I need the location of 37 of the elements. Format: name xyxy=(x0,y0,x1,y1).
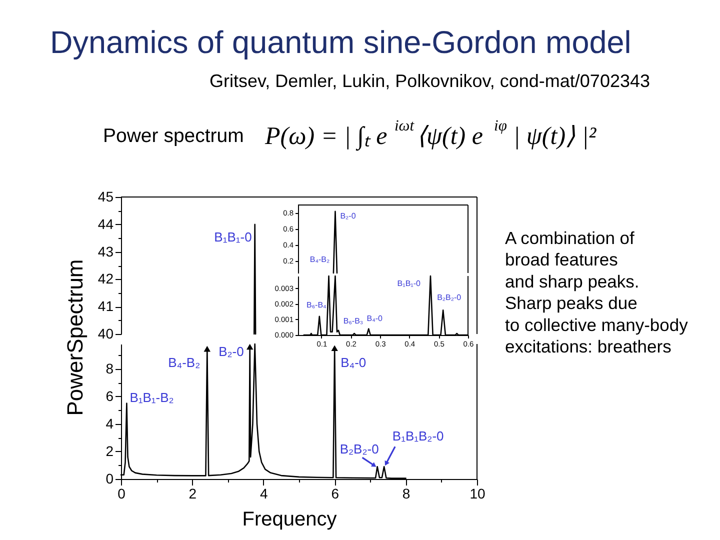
y-tick-label: 4 xyxy=(106,415,114,432)
x-tick-label: 0 xyxy=(118,486,126,502)
y-axis-title: PowerSpectrum xyxy=(62,259,88,416)
y-tick-label: 6 xyxy=(106,388,114,404)
annotation: B₆-B₄ xyxy=(306,300,326,310)
text: A combination of broad features and sharp peaks. Sharp peaks due to collective many-body excitations: breathers xyxy=(505,228,688,356)
x-tick-label: 4 xyxy=(260,486,268,502)
annotation: B₂B₂-0 xyxy=(340,442,379,457)
y-tick-label: 8 xyxy=(106,360,114,376)
y-tick-label: 44 xyxy=(98,216,114,232)
y-tick-label: 42 xyxy=(98,270,114,287)
annotation: B₄-0 xyxy=(340,355,366,370)
text: Power spectrum xyxy=(103,125,244,147)
annotation: B₁B₁-B₂ xyxy=(130,390,174,406)
annotation: B₁B₁-0 xyxy=(214,229,252,244)
annotation: B₁B₁B₂-0 xyxy=(392,428,444,444)
annotation: B₁B₁-0 xyxy=(397,279,422,288)
y-tick-label: 0 xyxy=(106,470,114,486)
annotation: B₂B₂-0 xyxy=(437,293,462,302)
annotation: B₆-B₃ xyxy=(343,316,364,326)
chart-title: Dynamics of quantum sine-Gordon model xyxy=(50,24,632,60)
x-tick-label: 10 xyxy=(470,486,486,502)
y-tick-label: 41 xyxy=(98,298,114,314)
annotation: B₄-0 xyxy=(366,314,384,323)
x-tick-label: 6 xyxy=(331,486,340,502)
annotation: B₂-0 xyxy=(218,344,244,359)
y-tick-label: 43 xyxy=(98,243,114,260)
y-tick-label: 40 xyxy=(98,326,114,342)
chart-subtitle: Gritsev, Demler, Lukin, Polkovnikov, cond-mat/0702343 xyxy=(209,71,650,91)
x-tick-label: 8 xyxy=(402,486,410,502)
x-tick-label: 2 xyxy=(188,486,197,502)
x-axis-title: Frequency xyxy=(242,508,337,530)
y-tick-label: 2 xyxy=(106,442,114,459)
annotation: B₄-B₂ xyxy=(310,255,330,264)
annotation: B₂-0 xyxy=(340,211,356,220)
annotation: B₄-B₂ xyxy=(168,354,200,370)
y-tick-label: 45 xyxy=(98,188,114,204)
